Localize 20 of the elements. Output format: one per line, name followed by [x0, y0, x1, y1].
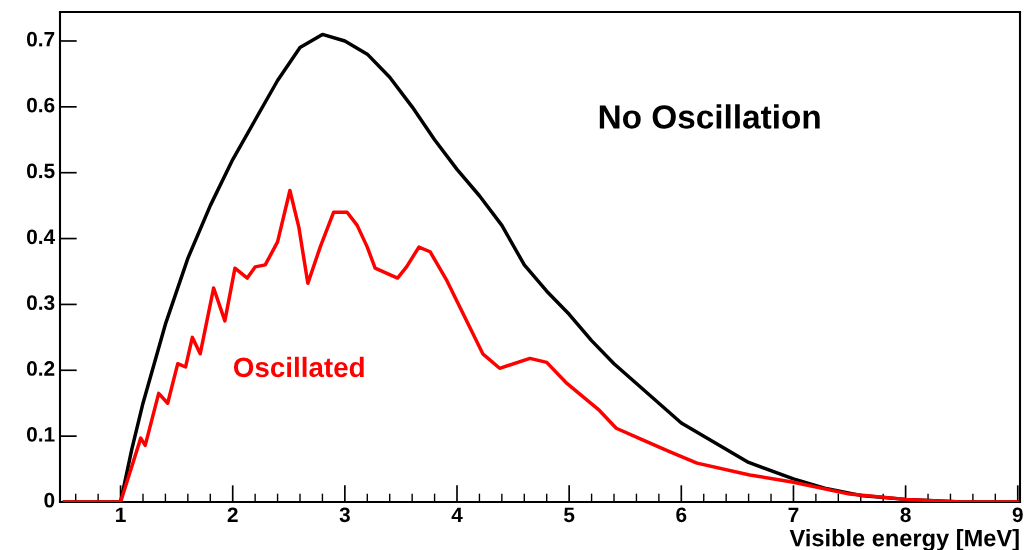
x-tick-label: 5	[564, 507, 575, 523]
y-tick-label: 0	[44, 492, 55, 508]
x-tick-label: 1	[116, 507, 126, 522]
line-series	[62, 188, 1020, 502]
x-tick-label: 2	[227, 507, 238, 522]
x-tick-label: 4	[451, 507, 463, 522]
x-tick-label: 3	[339, 507, 350, 523]
y-tick-label: 0.3	[27, 295, 55, 311]
text: No Oscillation	[599, 104, 820, 129]
x-tick-label: 6	[676, 507, 687, 523]
y-tick-label: 0.4	[27, 229, 56, 245]
x-tick-label: 9	[1012, 507, 1023, 523]
y-tick-label: 0.5	[27, 163, 55, 179]
y-tick-label: 0.1	[27, 426, 55, 442]
y-tick-label: 0.2	[27, 361, 55, 376]
y-tick-label: 0.7	[27, 31, 55, 47]
series-label: Oscillated	[233, 356, 364, 378]
y-tick-label: 0.6	[27, 97, 55, 113]
x-tick-label: 7	[788, 507, 799, 522]
x-tick-label: 8	[900, 507, 911, 523]
